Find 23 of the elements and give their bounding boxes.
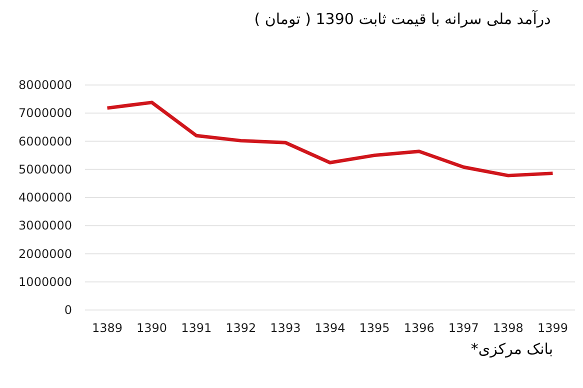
- x-tick-label: 1394: [314, 321, 346, 335]
- x-tick-label: 1390: [136, 321, 168, 335]
- text: بانک مرکزی*: [470, 340, 553, 358]
- x-tick-label: 1398: [492, 321, 524, 335]
- x-tick-label: 1392: [226, 321, 256, 335]
- y-tick-label: 4000000: [18, 190, 72, 204]
- x-tick-label: 1396: [404, 321, 434, 335]
- chart-title: درآمد ملی سرانه با قیمت ثابت 1390 ( تومان ): [253, 9, 552, 30]
- y-tick-label: 8000000: [18, 78, 72, 92]
- x-tick-label: 1399: [537, 321, 568, 335]
- x-tick-label: 1393: [270, 321, 301, 335]
- line-series: [106, 100, 554, 178]
- x-tick-label: 1395: [359, 321, 390, 335]
- y-tick-label: 2000000: [18, 246, 72, 261]
- y-tick-label: 7000000: [18, 106, 72, 120]
- y-tick-label: 0: [64, 303, 72, 317]
- x-tick-label: 1397: [448, 321, 479, 335]
- y-tick-label: 6000000: [18, 134, 72, 148]
- x-tick-label: 1389: [92, 321, 123, 335]
- y-tick-label: 1000000: [18, 274, 72, 289]
- y-tick-label: 5000000: [18, 162, 72, 176]
- x-tick-label: 1391: [181, 321, 212, 335]
- y-tick-label: 3000000: [18, 218, 72, 233]
